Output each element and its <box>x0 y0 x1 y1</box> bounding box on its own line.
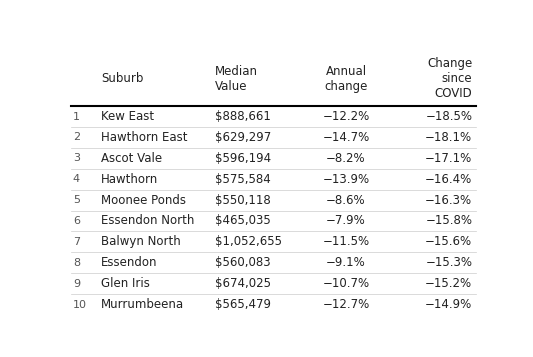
Text: $465,035: $465,035 <box>214 215 270 227</box>
Text: Median
Value: Median Value <box>214 65 257 92</box>
Text: −13.9%: −13.9% <box>322 173 369 186</box>
Text: Glen Iris: Glen Iris <box>101 277 150 290</box>
Text: Essendon North: Essendon North <box>101 215 195 227</box>
Text: −15.2%: −15.2% <box>425 277 472 290</box>
Text: −16.4%: −16.4% <box>425 173 472 186</box>
Text: −10.7%: −10.7% <box>322 277 369 290</box>
Text: −8.2%: −8.2% <box>326 152 366 165</box>
Text: −15.8%: −15.8% <box>425 215 472 227</box>
Text: Ascot Vale: Ascot Vale <box>101 152 162 165</box>
Text: −18.1%: −18.1% <box>425 131 472 144</box>
Text: Murrumbeena: Murrumbeena <box>101 298 184 311</box>
Text: $550,118: $550,118 <box>214 193 270 207</box>
Text: −16.3%: −16.3% <box>425 193 472 207</box>
Text: 6: 6 <box>73 216 80 226</box>
Text: $629,297: $629,297 <box>214 131 271 144</box>
Text: Annual
change: Annual change <box>325 65 368 92</box>
Text: Kew East: Kew East <box>101 110 154 123</box>
Text: Suburb: Suburb <box>101 72 143 85</box>
Text: −17.1%: −17.1% <box>425 152 472 165</box>
Text: −12.2%: −12.2% <box>322 110 370 123</box>
Text: −9.1%: −9.1% <box>326 256 366 269</box>
Text: $888,661: $888,661 <box>214 110 270 123</box>
Text: 5: 5 <box>73 195 80 205</box>
Text: Change
since
COVID: Change since COVID <box>427 57 472 100</box>
Text: −14.7%: −14.7% <box>322 131 370 144</box>
Text: 1: 1 <box>73 111 80 121</box>
Text: 8: 8 <box>73 258 80 268</box>
Text: −14.9%: −14.9% <box>425 298 472 311</box>
Text: $674,025: $674,025 <box>214 277 271 290</box>
Text: Hawthorn East: Hawthorn East <box>101 131 188 144</box>
Text: Hawthorn: Hawthorn <box>101 173 158 186</box>
Text: −12.7%: −12.7% <box>322 298 370 311</box>
Text: −15.3%: −15.3% <box>425 256 472 269</box>
Text: 3: 3 <box>73 153 80 163</box>
Text: 10: 10 <box>73 300 87 310</box>
Text: 7: 7 <box>73 237 80 247</box>
Text: 4: 4 <box>73 174 80 184</box>
Text: Balwyn North: Balwyn North <box>101 235 181 248</box>
Text: Moonee Ponds: Moonee Ponds <box>101 193 186 207</box>
Text: Essendon: Essendon <box>101 256 158 269</box>
Text: $560,083: $560,083 <box>214 256 270 269</box>
Text: $1,052,655: $1,052,655 <box>214 235 281 248</box>
Text: −8.6%: −8.6% <box>326 193 366 207</box>
Text: $565,479: $565,479 <box>214 298 271 311</box>
Text: −15.6%: −15.6% <box>425 235 472 248</box>
Text: −11.5%: −11.5% <box>322 235 369 248</box>
Text: $575,584: $575,584 <box>214 173 270 186</box>
Text: −18.5%: −18.5% <box>425 110 472 123</box>
Text: 9: 9 <box>73 279 80 289</box>
Text: $596,194: $596,194 <box>214 152 271 165</box>
Text: −7.9%: −7.9% <box>326 215 366 227</box>
Text: 2: 2 <box>73 132 80 142</box>
